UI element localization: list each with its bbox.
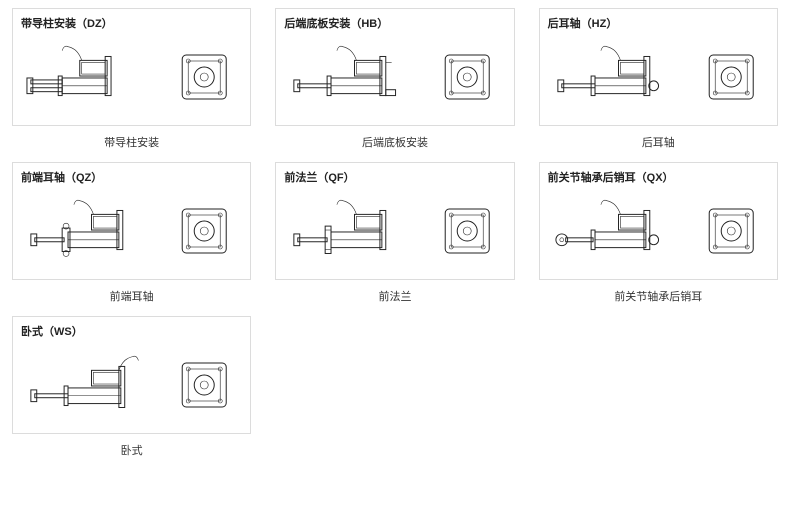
card-caption: 前法兰	[378, 288, 411, 304]
card-caption: 前端耳轴	[110, 288, 154, 304]
card-ws: 卧式（WS）	[12, 316, 251, 458]
card-caption: 卧式	[121, 442, 143, 458]
side-view-icon	[288, 196, 425, 266]
end-view-icon	[170, 47, 238, 107]
side-view-icon	[25, 42, 162, 112]
card-qz: 前端耳轴（QZ）	[12, 162, 251, 304]
card-box: 卧式（WS）	[12, 316, 251, 434]
card-illustration	[548, 35, 769, 119]
card-box: 前端耳轴（QZ）	[12, 162, 251, 280]
end-view-icon	[170, 201, 238, 261]
card-title: 后耳轴（HZ）	[548, 15, 769, 31]
card-title: 卧式（WS）	[21, 323, 242, 339]
mounting-grid: 带导柱安装（DZ）	[12, 8, 778, 458]
card-title: 带导柱安装（DZ）	[21, 15, 242, 31]
side-view-icon	[25, 350, 162, 420]
side-view-icon	[552, 196, 689, 266]
card-illustration	[21, 35, 242, 119]
card-hb: 后端底板安装（HB）	[275, 8, 514, 150]
card-box: 前法兰（QF）	[275, 162, 514, 280]
card-box: 后端底板安装（HB）	[275, 8, 514, 126]
card-box: 后耳轴（HZ）	[539, 8, 778, 126]
card-title: 后端底板安装（HB）	[284, 15, 505, 31]
card-illustration	[548, 189, 769, 273]
card-caption: 带导柱安装	[104, 134, 159, 150]
card-box: 带导柱安装（DZ）	[12, 8, 251, 126]
card-dz: 带导柱安装（DZ）	[12, 8, 251, 150]
card-illustration	[284, 35, 505, 119]
card-title: 前关节轴承后销耳（QX）	[548, 169, 769, 185]
side-view-icon	[25, 196, 162, 266]
card-caption: 前关节轴承后销耳	[614, 288, 702, 304]
end-view-icon	[697, 47, 765, 107]
card-illustration	[21, 343, 242, 427]
card-hz: 后耳轴（HZ）	[539, 8, 778, 150]
card-illustration	[21, 189, 242, 273]
side-view-icon	[552, 42, 689, 112]
end-view-icon	[170, 355, 238, 415]
side-view-icon	[288, 42, 425, 112]
end-view-icon	[433, 201, 501, 261]
card-title: 前端耳轴（QZ）	[21, 169, 242, 185]
card-illustration	[284, 189, 505, 273]
card-caption: 后端底板安装	[362, 134, 428, 150]
end-view-icon	[697, 201, 765, 261]
end-view-icon	[433, 47, 501, 107]
card-caption: 后耳轴	[642, 134, 675, 150]
card-title: 前法兰（QF）	[284, 169, 505, 185]
card-qf: 前法兰（QF）	[275, 162, 514, 304]
card-qx: 前关节轴承后销耳（QX）	[539, 162, 778, 304]
card-box: 前关节轴承后销耳（QX）	[539, 162, 778, 280]
